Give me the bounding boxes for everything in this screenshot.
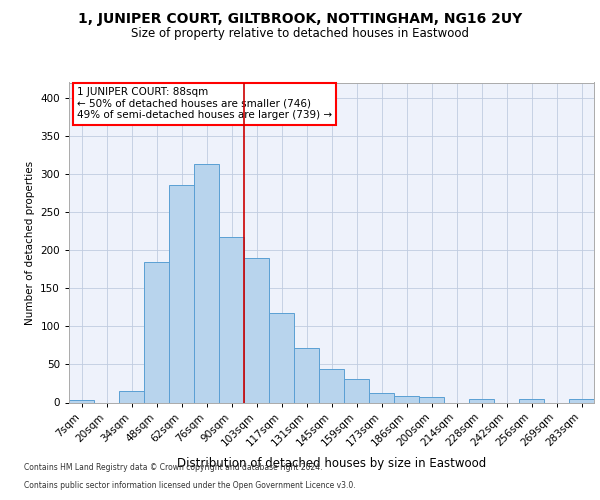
Y-axis label: Number of detached properties: Number of detached properties — [25, 160, 35, 324]
Bar — [119, 391, 144, 402]
Text: Contains HM Land Registry data © Crown copyright and database right 2024.: Contains HM Land Registry data © Crown c… — [24, 464, 323, 472]
Text: Size of property relative to detached houses in Eastwood: Size of property relative to detached ho… — [131, 28, 469, 40]
Bar — [69, 400, 94, 402]
Bar — [144, 262, 169, 402]
Bar — [519, 398, 544, 402]
Bar — [469, 398, 494, 402]
Bar — [394, 396, 419, 402]
Bar — [569, 400, 594, 402]
Bar — [294, 348, 319, 403]
Bar — [194, 164, 219, 402]
Bar — [369, 394, 394, 402]
Bar — [269, 312, 294, 402]
Bar — [419, 397, 444, 402]
Bar — [219, 237, 244, 402]
Bar — [244, 258, 269, 402]
Bar — [319, 369, 344, 402]
Bar — [344, 379, 369, 402]
Text: 1 JUNIPER COURT: 88sqm
← 50% of detached houses are smaller (746)
49% of semi-de: 1 JUNIPER COURT: 88sqm ← 50% of detached… — [77, 88, 332, 120]
Bar — [169, 186, 194, 402]
X-axis label: Distribution of detached houses by size in Eastwood: Distribution of detached houses by size … — [177, 456, 486, 469]
Text: 1, JUNIPER COURT, GILTBROOK, NOTTINGHAM, NG16 2UY: 1, JUNIPER COURT, GILTBROOK, NOTTINGHAM,… — [78, 12, 522, 26]
Text: Contains public sector information licensed under the Open Government Licence v3: Contains public sector information licen… — [24, 481, 356, 490]
